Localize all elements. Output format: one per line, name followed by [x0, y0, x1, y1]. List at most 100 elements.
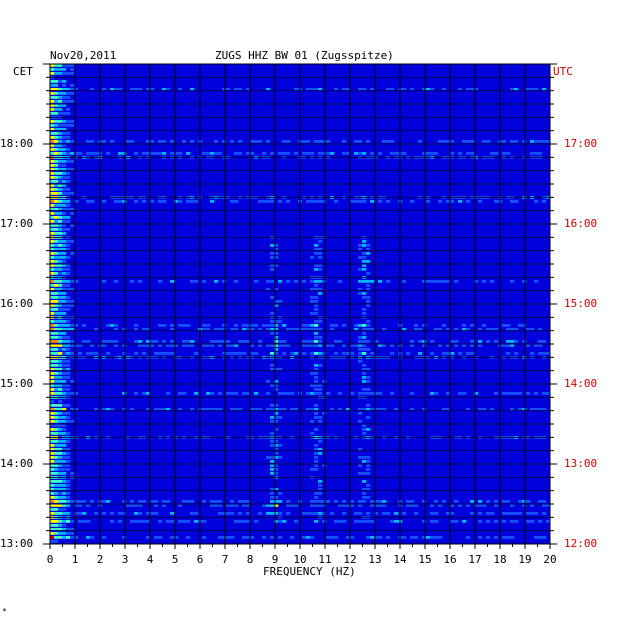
spectrogram-cell	[62, 296, 67, 299]
spectrogram-cell	[278, 444, 283, 447]
spectrogram-cell	[62, 228, 67, 231]
spectrogram-cell	[486, 500, 491, 503]
spectrogram-cell	[526, 500, 531, 503]
spectrogram-cell	[58, 176, 63, 179]
spectrogram-cell	[50, 392, 55, 395]
spectrogram-cell	[350, 504, 355, 507]
spectrogram-cell	[66, 208, 71, 211]
spectrogram-cell	[58, 344, 63, 347]
spectrogram-cell	[314, 280, 319, 283]
spectrogram-cell	[170, 340, 175, 343]
spectrogram-cell	[62, 388, 67, 391]
spectrogram-cell	[434, 520, 439, 523]
spectrogram-cell	[50, 336, 55, 339]
spectrogram-cell	[358, 268, 363, 271]
spectrogram-cell	[50, 100, 55, 103]
spectrogram-cell	[62, 180, 67, 183]
spectrogram-cell	[362, 340, 367, 343]
spectrogram-cell	[54, 296, 59, 299]
spectrogram-cell	[442, 140, 447, 143]
spectrogram-cell	[394, 408, 399, 411]
spectrogram-cell	[118, 520, 123, 523]
spectrogram-cell	[190, 344, 195, 347]
spectrogram-cell	[466, 140, 471, 143]
spectrogram-cell	[510, 392, 515, 395]
spectrogram-cell	[470, 500, 475, 503]
spectrogram-cell	[534, 536, 539, 539]
spectrogram-cell	[66, 416, 71, 419]
spectrogram-cell	[302, 512, 307, 515]
spectrogram-cell	[54, 84, 59, 87]
spectrogram-cell	[274, 248, 279, 251]
spectrogram-cell	[318, 256, 323, 259]
x-tick-label: 8	[246, 553, 254, 566]
spectrogram-cell	[310, 324, 315, 327]
spectrogram-cell	[54, 388, 59, 391]
spectrogram-cell	[470, 152, 475, 155]
spectrogram-cell	[174, 152, 179, 155]
spectrogram-cell	[50, 504, 55, 507]
spectrogram-cell	[62, 264, 67, 267]
spectrogram-cell	[54, 308, 59, 311]
spectrogram-cell	[242, 520, 247, 523]
spectrogram-cell	[230, 352, 235, 355]
spectrogram-cell	[50, 108, 55, 111]
spectrogram-cell	[122, 392, 127, 395]
spectrogram-cell	[314, 352, 319, 355]
spectrogram-cell	[214, 500, 219, 503]
spectrogram-cell	[58, 140, 63, 143]
spectrogram-cell	[154, 408, 159, 411]
spectrogram-cell	[302, 536, 307, 539]
spectrogram-cell	[502, 536, 507, 539]
spectrogram-cell	[238, 352, 243, 355]
spectrogram-cell	[70, 352, 75, 355]
spectrogram-cell	[266, 288, 271, 291]
spectrogram-cell	[250, 344, 255, 347]
spectrogram-cell	[310, 372, 315, 375]
spectrogram-cell	[50, 288, 55, 291]
spectrogram-cell	[190, 200, 195, 203]
spectrogram-cell	[50, 144, 55, 147]
spectrogram-cell	[450, 520, 455, 523]
spectrogram-cell	[406, 352, 411, 355]
spectrogram-cell	[318, 292, 323, 295]
spectrogram-cell	[274, 332, 279, 335]
spectrogram-cell	[394, 512, 399, 515]
spectrogram-cell	[66, 368, 71, 371]
spectrogram-cell	[58, 88, 63, 91]
spectrogram-cell	[346, 152, 351, 155]
spectrogram-cell	[62, 504, 67, 507]
spectrogram-cell	[334, 520, 339, 523]
spectrogram-cell	[270, 472, 275, 475]
spectrogram-cell	[66, 132, 71, 135]
spectrogram-cell	[442, 408, 447, 411]
spectrogram-cell	[58, 440, 63, 443]
spectrogram-cell	[334, 500, 339, 503]
spectrogram-cell	[318, 364, 323, 367]
spectrogram-cell	[138, 88, 143, 91]
spectrogram-cell	[54, 68, 59, 71]
spectrogram-cell	[354, 520, 359, 523]
spectrogram-cell	[202, 344, 207, 347]
spectrogram-cell	[162, 140, 167, 143]
spectrogram-cell	[538, 152, 543, 155]
spectrogram-cell	[370, 500, 375, 503]
spectrogram-cell	[430, 536, 435, 539]
spectrogram-cell	[70, 500, 75, 503]
spectrogram-cell	[366, 248, 371, 251]
spectrogram-cell	[522, 140, 527, 143]
spectrogram-cell	[338, 280, 343, 283]
spectrogram-cell	[314, 388, 319, 391]
spectrogram-cell	[274, 416, 279, 419]
spectrogram-cell	[318, 392, 323, 395]
spectrogram-cell	[54, 312, 59, 315]
spectrogram-cell	[114, 340, 119, 343]
spectrogram-cell	[542, 88, 547, 91]
spectrogram-cell	[54, 124, 59, 127]
spectrogram-cell	[54, 264, 59, 267]
spectrogram-cell	[54, 348, 59, 351]
spectrogram-cell	[274, 388, 279, 391]
spectrogram-cell	[146, 340, 151, 343]
spectrogram-cell	[82, 500, 87, 503]
spectrogram-cell	[546, 140, 551, 143]
